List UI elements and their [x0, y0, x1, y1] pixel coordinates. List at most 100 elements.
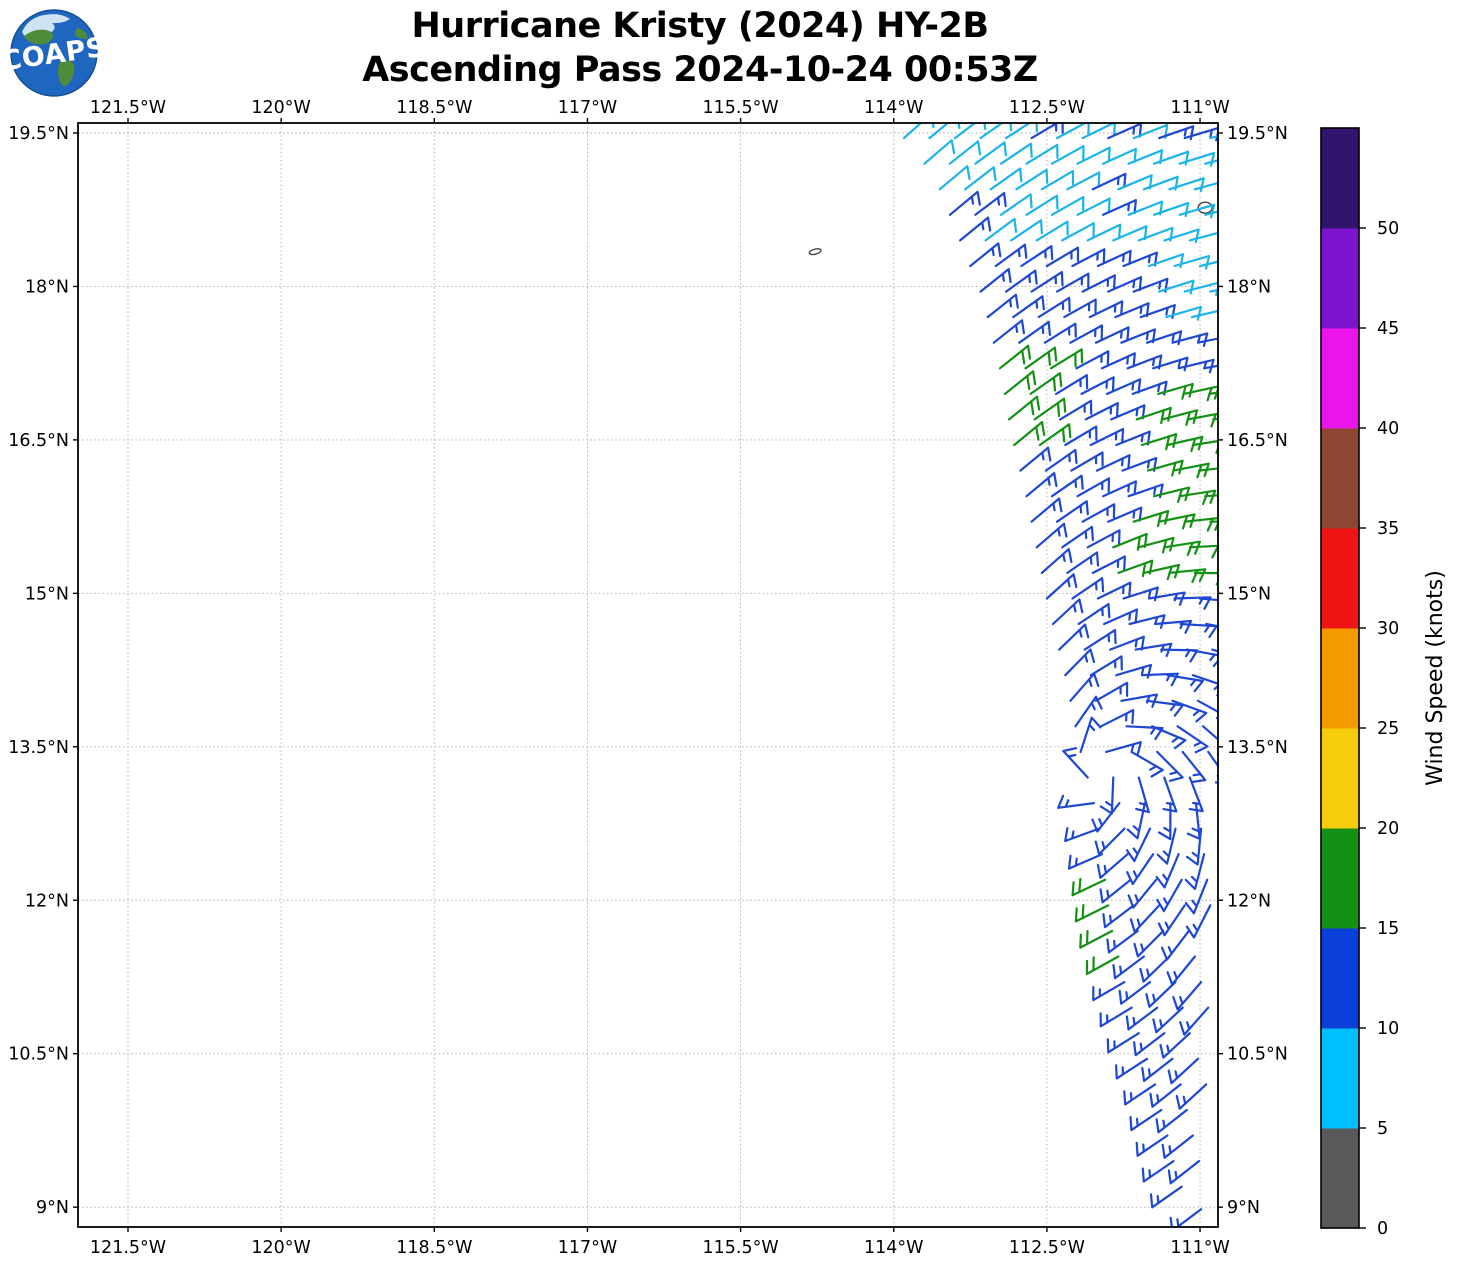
wind-barb	[1140, 433, 1178, 451]
x-tick-label-bottom-1: 120°W	[251, 1238, 310, 1258]
wind-barb	[1099, 878, 1132, 904]
wind-barb	[1205, 622, 1218, 628]
colorbar-tick-label-25: 25	[1377, 719, 1399, 739]
wind-barb	[1118, 981, 1152, 1005]
colorbar-tick-label-0: 0	[1377, 1219, 1388, 1239]
colorbar-segment-20-25	[1321, 728, 1359, 829]
wind-barb	[1126, 802, 1146, 840]
wind-barb	[1067, 853, 1104, 870]
wind-barb	[1102, 199, 1137, 216]
colorbar-segment-0-5	[1321, 1128, 1359, 1229]
colorbar-segment-25-30	[1321, 628, 1359, 729]
y-tick-label-right-0: 19.5°N	[1227, 124, 1288, 144]
wind-barb	[1159, 1032, 1191, 1059]
wind-barb	[1049, 348, 1084, 370]
wind-barb	[1057, 794, 1095, 809]
colorbar-segment-50-55	[1321, 128, 1359, 229]
wind-barb	[1202, 725, 1218, 756]
wind-barb	[1163, 228, 1200, 244]
logo-land-ne	[75, 28, 88, 39]
wind-barb	[1051, 598, 1084, 626]
colorbar-segment-10-15	[1321, 928, 1359, 1029]
wind-barb	[1128, 614, 1166, 629]
wind-barb	[1158, 802, 1172, 841]
wind-barb	[1171, 699, 1208, 723]
wind-barb	[1110, 404, 1146, 421]
wind-barb	[1112, 955, 1145, 980]
wind-barb	[1166, 674, 1204, 693]
wind-barb	[1176, 725, 1209, 754]
wind-barb	[1056, 500, 1089, 523]
wind-barb	[1086, 529, 1121, 549]
wind-barb	[1178, 203, 1216, 219]
y-tick-label-right-7: 9°N	[1227, 1198, 1260, 1218]
wind-barb	[992, 319, 1025, 344]
wind-barb	[1191, 674, 1218, 697]
colorbar-tick-label-5: 5	[1377, 1119, 1388, 1139]
wind-barb	[1083, 629, 1117, 651]
wind-barb	[1025, 472, 1058, 498]
wind-barb	[1141, 1160, 1175, 1183]
x-tick-label-top-1: 120°W	[251, 98, 310, 118]
wind-barb	[1160, 929, 1190, 961]
y-tick-label-left-3: 15°N	[25, 584, 69, 604]
wind-barb	[1155, 1108, 1188, 1134]
wind-barb	[1172, 981, 1203, 1011]
wind-barb	[1084, 402, 1119, 421]
x-tick-label-bottom-0: 121.5°W	[90, 1238, 166, 1258]
y-tick-label-right-5: 12°N	[1227, 891, 1271, 911]
wind-barb	[1045, 246, 1080, 268]
x-tick-label-top-0: 121.5°W	[90, 98, 166, 118]
wind-barb	[994, 243, 1028, 268]
wind-barb	[1106, 929, 1139, 954]
y-tick-label-right-1: 18°N	[1227, 277, 1271, 297]
wind-barb	[953, 123, 987, 140]
wind-barb	[1081, 503, 1116, 523]
wind-barb	[1061, 525, 1094, 549]
wind-barb	[1070, 451, 1104, 472]
wind-barb	[1044, 448, 1078, 472]
wind-barb	[1107, 506, 1143, 523]
wind-barb	[1204, 210, 1218, 216]
wind-barb	[1096, 249, 1132, 268]
colorbar-segment-30-35	[1321, 528, 1359, 629]
wind-barb	[1190, 309, 1218, 319]
y-tick-label-left-5: 12°N	[25, 891, 69, 911]
wind-barb	[1010, 219, 1043, 242]
wind-barb	[1115, 1057, 1149, 1080]
wind-barb	[1035, 522, 1068, 549]
wind-barb	[1061, 222, 1095, 242]
y-tick-label-left-4: 13.5°N	[8, 738, 69, 758]
wind-barb	[1018, 320, 1051, 344]
wind-barb	[1152, 1006, 1184, 1034]
wind-barb	[1038, 423, 1072, 447]
wind-barb	[1003, 370, 1037, 395]
wind-barb	[1161, 1134, 1194, 1159]
title-line2: Ascending Pass 2024-10-24 00:53Z	[362, 50, 1038, 90]
wind-barb	[1133, 929, 1165, 958]
x-tick-label-bottom-7: 111°W	[1170, 1238, 1229, 1258]
colorbar-tick-label-40: 40	[1377, 419, 1399, 439]
wind-barb	[1179, 1006, 1210, 1036]
wind-barb	[1107, 123, 1143, 140]
wind-barb	[1175, 1083, 1208, 1110]
plot-frame	[77, 122, 1219, 1228]
wind-barb	[1139, 955, 1171, 983]
x-tick-label-top-2: 118.5°W	[396, 98, 472, 118]
wind-barb	[1141, 1057, 1174, 1082]
wind-barb	[1106, 378, 1142, 395]
wind-barb	[1173, 254, 1211, 270]
wind-barb	[1169, 1208, 1203, 1227]
wind-barb	[1102, 904, 1135, 929]
wind-barb	[1100, 352, 1136, 370]
wind-barb	[1146, 459, 1184, 477]
wind-barb	[1020, 245, 1054, 268]
wind-barb	[1135, 406, 1172, 425]
x-tick-label-top-4: 115.5°W	[703, 98, 779, 118]
wind-barb	[1145, 981, 1177, 1008]
wind-barb	[1184, 853, 1206, 891]
wind-barb	[1055, 374, 1089, 395]
wind-barb	[1188, 231, 1218, 242]
y-tick-label-right-2: 16.5°N	[1227, 431, 1288, 451]
wind-barb	[1076, 197, 1111, 216]
